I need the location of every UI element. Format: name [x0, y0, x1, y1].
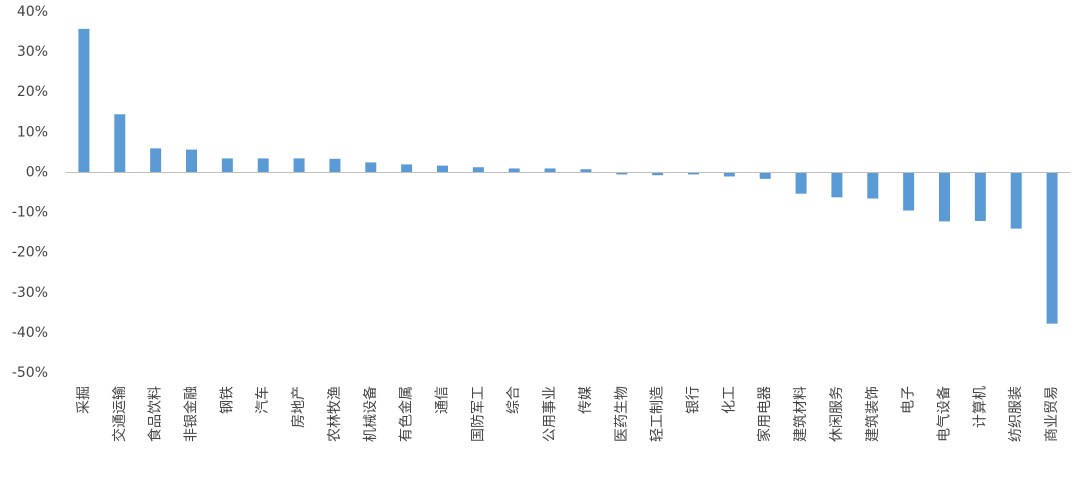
y-tick-label: 0%	[26, 164, 48, 180]
bar	[652, 172, 664, 176]
x-tick-label: 钢铁	[219, 386, 235, 414]
y-tick-label: 20%	[17, 84, 48, 100]
x-tick-label: 食品饮料	[147, 386, 164, 442]
bar	[939, 172, 950, 222]
bar	[401, 164, 413, 173]
bar	[365, 162, 377, 173]
x-tick-label: 纺织服装	[1008, 386, 1024, 442]
bar	[221, 158, 233, 173]
bar	[257, 158, 269, 173]
x-tick-label: 轻工制造	[650, 386, 666, 442]
x-tick-label: 银行	[686, 386, 702, 414]
y-tick-label: -50%	[12, 365, 48, 381]
y-tick-label: 30%	[17, 44, 48, 60]
bar	[508, 168, 520, 173]
x-tick-label: 电气设备	[936, 386, 953, 442]
x-tick-label: 建筑装饰	[865, 386, 881, 442]
y-tick-label: -20%	[12, 245, 48, 261]
x-tick-label: 农林牧渔	[327, 386, 343, 442]
x-tick-label: 通信	[435, 386, 451, 414]
bar	[688, 172, 699, 175]
bar	[78, 28, 90, 173]
x-tick-label: 医药生物	[614, 386, 630, 442]
x-tick-label: 计算机	[972, 386, 988, 428]
x-tick-label: 有色金属	[398, 386, 415, 442]
x-tick-label: 电子	[901, 386, 917, 414]
bar	[186, 149, 197, 173]
y-tick-label: -10%	[12, 205, 48, 221]
x-tick-label: 非银金融	[184, 386, 200, 442]
x-tick-label: 汽车	[254, 386, 271, 414]
bar	[974, 172, 986, 221]
y-tick-label: -40%	[12, 325, 48, 341]
x-tick-label: 化工	[721, 386, 737, 414]
x-tick-label: 交通运输	[111, 386, 128, 442]
bar	[114, 114, 126, 173]
bar	[544, 168, 556, 173]
x-tick-label: 房地产	[291, 386, 307, 428]
bar	[831, 172, 843, 198]
bar	[1046, 172, 1058, 324]
bar	[293, 158, 305, 173]
bar	[723, 172, 735, 177]
bar	[903, 172, 915, 211]
bar	[1010, 172, 1022, 229]
y-tick-label: 10%	[17, 124, 48, 140]
bar	[580, 169, 592, 173]
bar	[329, 158, 341, 173]
x-tick-label: 国防军工	[470, 386, 486, 442]
y-tick-label: -30%	[12, 285, 48, 301]
x-tick-label: 机械设备	[362, 386, 379, 442]
x-tick-label: 公用事业	[542, 386, 558, 442]
x-tick-label: 建筑材料	[793, 386, 809, 442]
x-tick-label: 休闲服务	[829, 386, 845, 442]
x-tick-label: 传媒	[578, 386, 594, 414]
x-tick-label: 综合	[506, 386, 522, 414]
x-tick-label: 家用电器	[756, 386, 773, 442]
bar	[616, 172, 628, 175]
bar	[437, 165, 448, 173]
bar	[795, 172, 807, 194]
bar	[759, 172, 771, 179]
bar	[150, 148, 162, 173]
x-tick-label: 采掘	[76, 386, 92, 414]
x-tick-label: 商业贸易	[1044, 386, 1060, 442]
bar	[472, 167, 484, 173]
y-tick-label: 40%	[17, 4, 48, 20]
bar	[867, 172, 879, 199]
